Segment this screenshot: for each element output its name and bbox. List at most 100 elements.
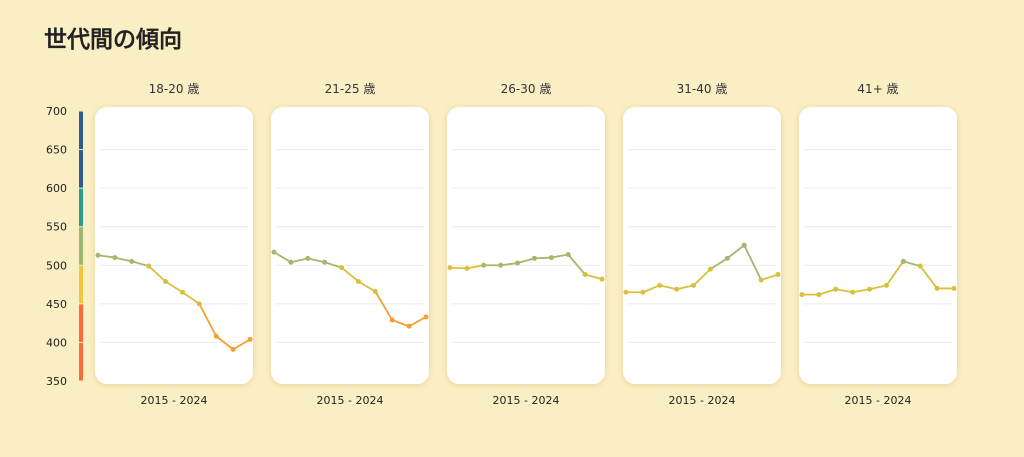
data-point bbox=[288, 259, 294, 265]
line-segment bbox=[726, 244, 745, 260]
panel-1: 18-20 歳 2015 - 2024 bbox=[95, 82, 253, 407]
data-point bbox=[447, 265, 453, 271]
data-point bbox=[934, 285, 940, 291]
data-point bbox=[515, 260, 521, 266]
line-segment bbox=[148, 265, 167, 283]
data-point bbox=[758, 277, 764, 283]
y-tick-label: 500 bbox=[46, 259, 67, 272]
panel-title: 21-25 歳 bbox=[325, 82, 376, 96]
data-point bbox=[565, 251, 571, 257]
line-segment bbox=[466, 264, 484, 270]
data-point bbox=[196, 301, 202, 307]
data-point bbox=[112, 255, 118, 261]
y-tick-label: 600 bbox=[46, 182, 67, 195]
y-tick-label: 350 bbox=[46, 375, 67, 388]
panel-3: 26-30 歳 2015 - 2024 bbox=[447, 82, 605, 407]
y-tick-label: 650 bbox=[46, 144, 67, 157]
line-segment bbox=[903, 260, 921, 267]
data-point bbox=[163, 278, 169, 284]
line-segment bbox=[449, 266, 467, 270]
data-point bbox=[129, 258, 135, 264]
line-segment bbox=[852, 288, 870, 294]
line-segment bbox=[181, 291, 200, 305]
line-segment bbox=[97, 254, 116, 259]
data-point bbox=[247, 336, 253, 342]
data-point bbox=[498, 262, 504, 268]
line-segment bbox=[659, 284, 677, 291]
line-segment bbox=[760, 273, 779, 281]
line-segment bbox=[584, 273, 603, 281]
panel-title: 31-40 歳 bbox=[677, 82, 728, 96]
line-segment bbox=[919, 265, 938, 289]
data-point bbox=[146, 263, 152, 269]
line-segment bbox=[131, 260, 149, 267]
y-tick-label: 400 bbox=[46, 336, 67, 349]
line-segment bbox=[340, 266, 360, 283]
data-point bbox=[799, 292, 805, 298]
data-point bbox=[339, 265, 345, 271]
data-point bbox=[883, 282, 889, 288]
panel-title: 26-30 歳 bbox=[501, 82, 552, 96]
line-segment bbox=[885, 260, 905, 286]
panel-4: 31-40 歳 2015 - 2024 bbox=[623, 82, 781, 407]
data-point bbox=[179, 289, 185, 295]
line-segment bbox=[307, 257, 325, 264]
line-segment bbox=[676, 284, 694, 291]
data-point bbox=[917, 263, 923, 269]
line-segment bbox=[743, 244, 762, 281]
line-segment bbox=[567, 253, 586, 276]
line-segment bbox=[534, 256, 552, 260]
panel-x-label: 2015 - 2024 bbox=[317, 394, 384, 407]
panel-card bbox=[95, 107, 253, 384]
line-segment bbox=[215, 335, 234, 351]
line-segment bbox=[500, 262, 518, 267]
line-segment bbox=[324, 261, 342, 269]
data-point bbox=[355, 278, 361, 284]
data-point bbox=[322, 259, 328, 265]
data-point bbox=[531, 255, 537, 261]
data-point bbox=[95, 252, 101, 258]
line-segment bbox=[835, 288, 853, 294]
y-tick-label: 450 bbox=[46, 298, 67, 311]
data-point bbox=[657, 282, 663, 288]
panel-title: 18-20 歳 bbox=[149, 82, 200, 96]
data-point bbox=[389, 317, 395, 323]
page-title: 世代間の傾向 bbox=[44, 27, 182, 53]
data-point bbox=[640, 289, 646, 295]
data-point bbox=[724, 255, 730, 261]
panel-title: 41+ 歳 bbox=[857, 82, 898, 96]
data-point bbox=[464, 265, 470, 271]
data-point bbox=[582, 272, 588, 278]
panel-x-label: 2015 - 2024 bbox=[669, 394, 736, 407]
panel-card bbox=[623, 107, 781, 384]
line-segment bbox=[551, 253, 569, 259]
data-point bbox=[623, 289, 629, 295]
panel-5: 41+ 歳 2015 - 2024 bbox=[799, 82, 957, 407]
panel-2: 21-25 歳 2015 - 2024 bbox=[271, 82, 429, 407]
line-segment bbox=[391, 319, 410, 328]
data-point bbox=[481, 262, 487, 268]
data-point bbox=[850, 289, 856, 295]
line-segment bbox=[273, 251, 292, 263]
data-point bbox=[691, 282, 697, 288]
data-point bbox=[406, 323, 412, 329]
data-point bbox=[775, 272, 781, 278]
line-segment bbox=[709, 257, 728, 270]
scale-band bbox=[79, 111, 83, 150]
data-point bbox=[599, 276, 605, 282]
panel-card bbox=[447, 107, 605, 384]
panel-x-label: 2015 - 2024 bbox=[845, 394, 912, 407]
data-point bbox=[230, 346, 236, 352]
line-segment bbox=[290, 257, 308, 264]
line-segment bbox=[408, 316, 427, 328]
y-tick-label: 700 bbox=[46, 105, 67, 118]
data-point bbox=[305, 255, 311, 261]
scale-band bbox=[79, 265, 83, 304]
y-tick-label: 550 bbox=[46, 221, 67, 234]
data-point bbox=[833, 286, 839, 292]
line-segment bbox=[357, 280, 376, 293]
panel-x-label: 2015 - 2024 bbox=[493, 394, 560, 407]
data-point bbox=[900, 258, 906, 264]
line-segment bbox=[165, 280, 183, 294]
